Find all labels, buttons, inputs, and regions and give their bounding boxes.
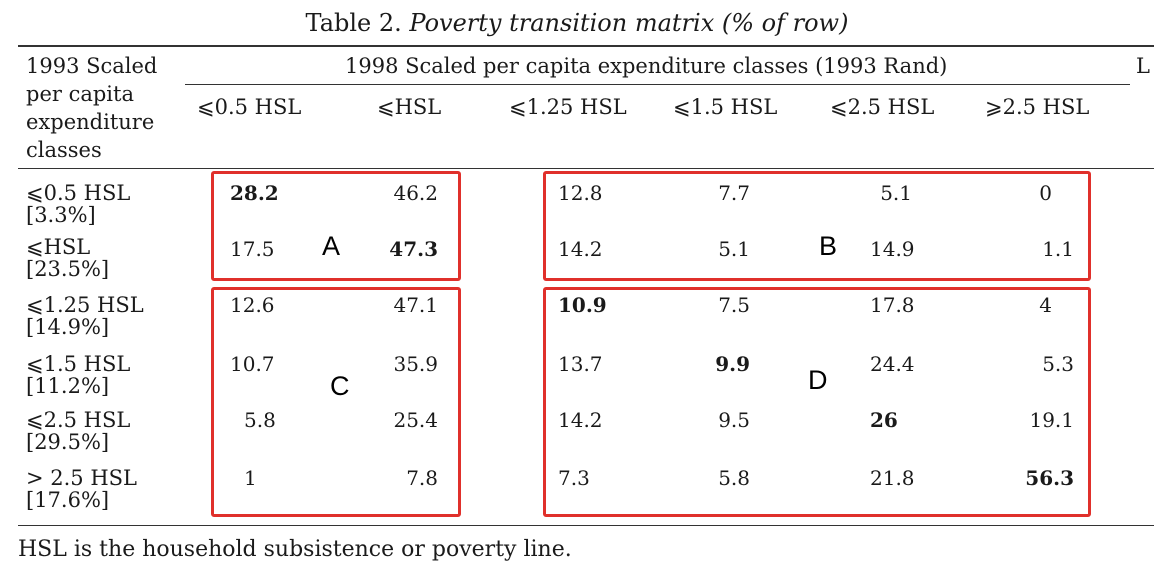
table-cell: 9.5 <box>718 408 750 432</box>
region-box-c <box>211 287 461 517</box>
table-cell: 7.3 <box>558 466 590 490</box>
region-label-a: A <box>322 231 341 261</box>
table-cell: 5.1 <box>718 237 750 261</box>
table-cell: 14.2 <box>558 237 603 261</box>
table-cell: 35.9 <box>393 352 438 376</box>
table-cell: 13.7 <box>558 352 603 376</box>
table-cell: 24.4 <box>870 352 915 376</box>
table-cell: 12.6 <box>230 293 275 317</box>
table-cell: 10.9 <box>558 293 607 317</box>
table-cell: 46.2 <box>393 181 438 205</box>
caption-prefix: Table 2. <box>305 9 402 37</box>
row-label: > 2.5 HSL <box>26 466 137 490</box>
table-cell: 1 <box>244 466 257 490</box>
region-box-a <box>211 171 461 281</box>
row-share: [11.2%] <box>26 374 110 398</box>
row-label: ⩽2.5 HSL <box>26 408 131 432</box>
caption-title: Poverty transition matrix (% of row) <box>409 9 849 37</box>
table-footnote: HSL is the household subsistence or pove… <box>18 537 572 562</box>
table-cell: 14.9 <box>870 237 915 261</box>
table-cell: 7.8 <box>406 466 438 490</box>
table-cell: 1.1 <box>1042 237 1074 261</box>
row-share: [3.3%] <box>26 203 96 227</box>
table-caption: Table 2. Poverty transition matrix (% of… <box>0 8 1154 38</box>
table-cell: 10.7 <box>230 352 275 376</box>
table-cell: 4 <box>1039 293 1052 317</box>
region-box-d <box>543 287 1091 517</box>
row-label: ⩽0.5 HSL <box>26 181 131 205</box>
row-share: [17.6%] <box>26 488 110 512</box>
table-cell: 21.8 <box>870 466 915 490</box>
table-cell: 5.8 <box>244 408 276 432</box>
row-stub-5: ⩽2.5 HSL [29.5%] <box>26 409 130 453</box>
row-label: ⩽HSL <box>26 235 91 259</box>
col-header-6: ⩾2.5 HSL <box>985 95 1090 119</box>
spanner-rule <box>185 84 1130 85</box>
stub-header-line-4: classes <box>26 138 102 162</box>
table-cell: 28.2 <box>230 181 279 205</box>
region-label-b: B <box>819 231 838 261</box>
col-header-4: ⩽1.5 HSL <box>673 95 778 119</box>
col-header-1: ⩽0.5 HSL <box>197 95 302 119</box>
row-label: ⩽1.5 HSL <box>26 352 131 376</box>
row-share: [23.5%] <box>26 257 110 281</box>
stub-header: 1993 Scaled per capita expenditure class… <box>26 53 157 164</box>
row-stub-2: ⩽HSL [23.5%] <box>26 236 109 280</box>
table-cell: 14.2 <box>558 408 603 432</box>
header-rule <box>18 168 1154 169</box>
row-stub-3: ⩽1.25 HSL [14.9%] <box>26 294 144 338</box>
col-header-2: ⩽HSL <box>377 95 442 119</box>
region-label-d: D <box>808 365 828 395</box>
bottom-rule <box>18 525 1154 526</box>
top-rule <box>18 45 1154 47</box>
cut-off-header: L <box>1136 54 1150 78</box>
row-stub-4: ⩽1.5 HSL [11.2%] <box>26 353 130 397</box>
table-cell: 25.4 <box>393 408 438 432</box>
region-box-b <box>543 171 1091 281</box>
table-cell: 47.3 <box>389 237 438 261</box>
table-cell: 5.3 <box>1042 352 1074 376</box>
row-share: [14.9%] <box>26 315 110 339</box>
table-cell: 17.5 <box>230 237 275 261</box>
stub-header-line-3: expenditure <box>26 110 155 134</box>
table-cell: 7.5 <box>718 293 750 317</box>
col-header-5: ⩽2.5 HSL <box>830 95 935 119</box>
row-label: ⩽1.25 HSL <box>26 293 144 317</box>
stub-header-line-2: per capita <box>26 82 134 106</box>
stub-header-line-1: 1993 Scaled <box>26 54 158 78</box>
table-cell: 0 <box>1039 181 1052 205</box>
table-cell: 47.1 <box>393 293 438 317</box>
row-stub-1: ⩽0.5 HSL [3.3%] <box>26 182 130 226</box>
table-cell: 12.8 <box>558 181 603 205</box>
row-share: [29.5%] <box>26 430 110 454</box>
row-stub-6: > 2.5 HSL [17.6%] <box>26 467 137 511</box>
table-cell: 56.3 <box>1025 466 1074 490</box>
table-cell: 9.9 <box>715 352 750 376</box>
table-cell: 26 <box>870 408 898 432</box>
spanner-header: 1998 Scaled per capita expenditure class… <box>345 54 948 78</box>
region-label-c: C <box>330 371 350 401</box>
table-cell: 19.1 <box>1029 408 1074 432</box>
table-cell: 7.7 <box>718 181 750 205</box>
table-cell: 5.1 <box>880 181 912 205</box>
table-cell: 5.8 <box>718 466 750 490</box>
table-cell: 17.8 <box>870 293 915 317</box>
col-header-3: ⩽1.25 HSL <box>509 95 627 119</box>
